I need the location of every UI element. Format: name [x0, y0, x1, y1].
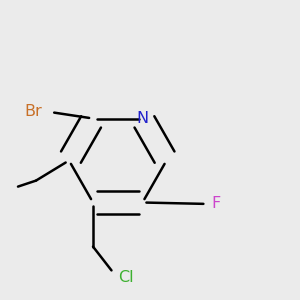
Text: Cl: Cl	[118, 270, 134, 285]
Text: F: F	[212, 196, 221, 211]
Text: N: N	[136, 111, 148, 126]
Text: Br: Br	[24, 103, 42, 118]
